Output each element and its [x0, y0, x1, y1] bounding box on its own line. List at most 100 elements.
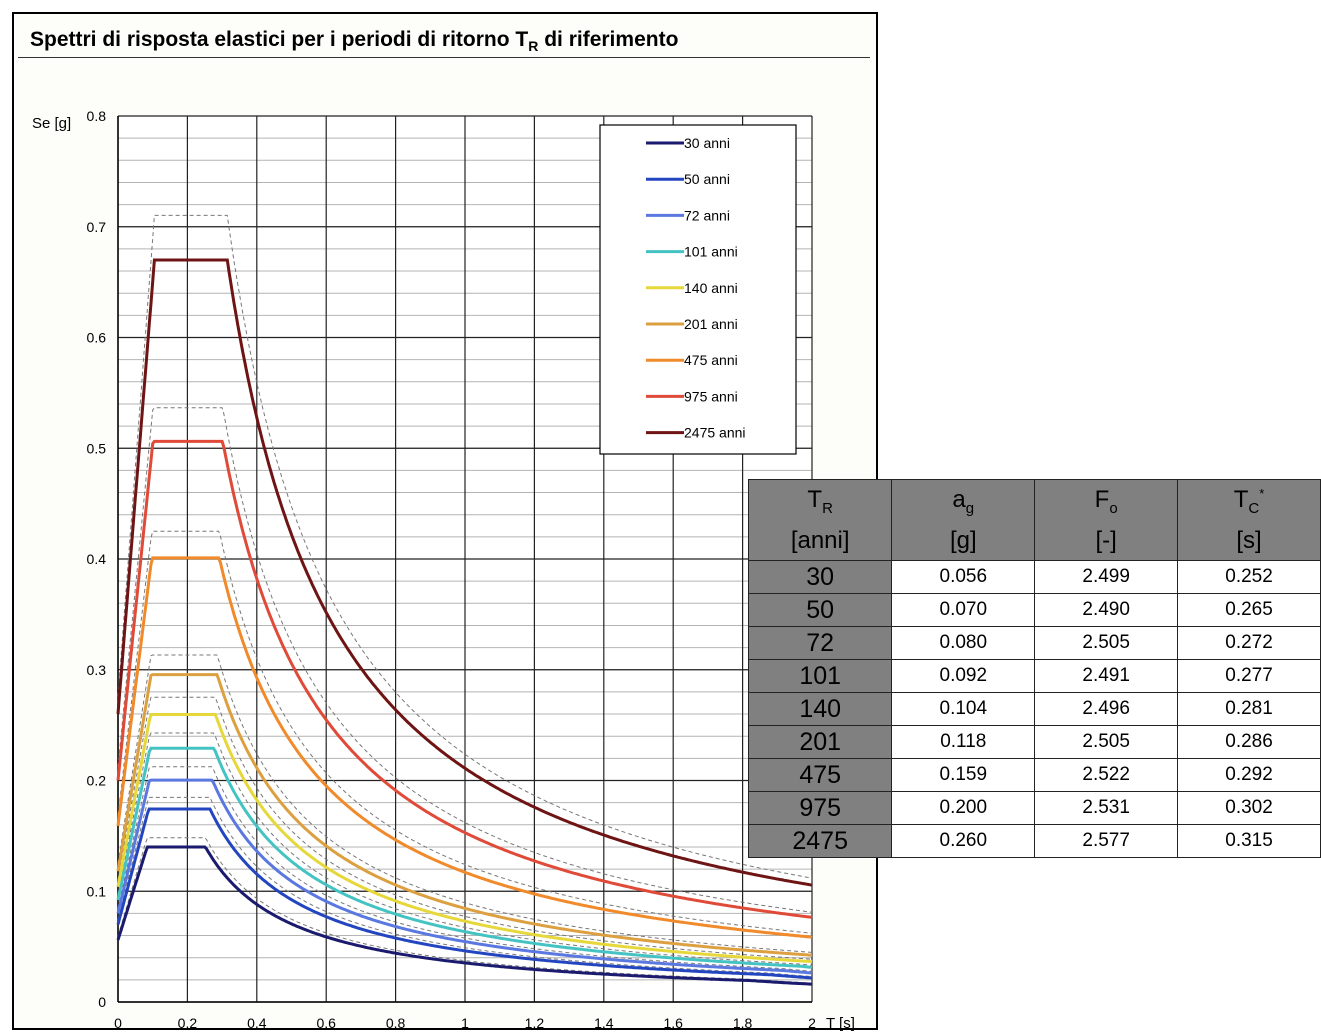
- table-cell: 140: [747, 692, 893, 726]
- table-cell: 0.118: [891, 725, 1036, 759]
- table-cell: 0.315: [1177, 824, 1321, 858]
- legend-label: 2475 anni: [684, 425, 746, 441]
- table-cell: 2.505: [1034, 626, 1179, 660]
- table-row: 201 0.118 2.505 0.286: [747, 725, 1321, 759]
- legend-label: 72 anni: [684, 207, 730, 223]
- spectrum-line: [116, 258, 813, 887]
- table-cell: 0.260: [891, 824, 1036, 858]
- table-row: 101 0.092 2.491 0.277: [747, 659, 1321, 693]
- legend-label: 30 anni: [684, 135, 730, 151]
- column-header: TC*: [1177, 479, 1321, 522]
- legend-box: [599, 124, 797, 455]
- legend-label: 101 anni: [684, 244, 738, 260]
- table-cell: 0.056: [891, 560, 1036, 594]
- spectrum-line: [116, 746, 813, 969]
- table-cell: 2.499: [1034, 560, 1179, 594]
- y-axis-label: Se [g]: [32, 115, 71, 132]
- table-row: 475 0.159 2.522 0.292: [747, 758, 1321, 792]
- x-tick-label: 1.4: [594, 1015, 614, 1031]
- table-cell: 0.281: [1177, 692, 1321, 726]
- y-tick-label: 0.2: [87, 773, 107, 789]
- table-row: 140 0.104 2.496 0.281: [747, 692, 1321, 726]
- table-cell: 0.272: [1177, 626, 1321, 660]
- table-cell: 0.302: [1177, 791, 1321, 825]
- table-cell: 2.491: [1034, 659, 1179, 693]
- table-cell: 0.104: [891, 692, 1036, 726]
- table-cell: 0.200: [891, 791, 1036, 825]
- column-unit: [anni]: [747, 522, 893, 561]
- x-tick-label: 0.8: [386, 1015, 406, 1031]
- x-tick-label: 1.6: [663, 1015, 683, 1031]
- table-cell: 50: [747, 593, 893, 627]
- reference-spectrum-dashed: [117, 732, 813, 966]
- chart-title: Spettri di risposta elastici per i perio…: [30, 28, 679, 55]
- spectrum-line: [116, 778, 813, 975]
- column-header: ag: [891, 479, 1036, 522]
- y-tick-label: 0.6: [87, 330, 107, 346]
- x-tick-label: 0.2: [178, 1015, 198, 1031]
- spectrum-line: [116, 439, 813, 919]
- spectrum-line: [116, 556, 813, 939]
- x-tick-label: 0.4: [247, 1015, 267, 1031]
- column-unit: [g]: [891, 522, 1036, 561]
- title-divider: [18, 57, 870, 58]
- table-cell: 0.292: [1177, 758, 1321, 792]
- table-cell: 30: [747, 560, 893, 594]
- table-cell: 2.490: [1034, 593, 1179, 627]
- reference-spectrum-dashed: [117, 530, 813, 934]
- x-tick-label: 1.2: [525, 1015, 545, 1031]
- spectrum-line: [116, 807, 813, 980]
- parameters-table: TR ag Fo TC* [anni] [g] [-] [s] 30 0.056 2.499 0.…: [747, 479, 1321, 858]
- legend-label: 475 anni: [684, 352, 738, 368]
- table-cell: 0.092: [891, 659, 1036, 693]
- y-tick-label: 0.8: [87, 108, 107, 124]
- table-row: 50 0.070 2.490 0.265: [747, 593, 1321, 627]
- table-cell: 101: [747, 659, 893, 693]
- column-unit: [s]: [1177, 522, 1321, 561]
- y-tick-label: 0.3: [87, 662, 107, 678]
- table-cell: 0.080: [891, 626, 1036, 660]
- reference-spectrum-dashed: [117, 214, 813, 879]
- spectrum-line: [116, 845, 813, 986]
- x-axis-label: T [s]: [826, 1015, 855, 1032]
- y-tick-label: 0: [98, 994, 106, 1010]
- x-tick-label: 0.6: [316, 1015, 336, 1031]
- spectrum-line: [116, 673, 813, 957]
- y-tick-label: 0.1: [87, 883, 107, 899]
- table-cell: 2.522: [1034, 758, 1179, 792]
- x-tick-label: 2: [808, 1015, 816, 1031]
- reference-spectrum-dashed: [117, 796, 813, 977]
- table-cell: 0.277: [1177, 659, 1321, 693]
- spectrum-line: [116, 713, 813, 964]
- table-cell: 201: [747, 725, 893, 759]
- table-header-units-row: [anni] [g] [-] [s]: [747, 522, 1321, 561]
- column-header: TR: [747, 479, 893, 522]
- table-cell: 2.531: [1034, 791, 1179, 825]
- table-row: 975 0.200 2.531 0.302: [747, 791, 1321, 825]
- table-cell: 2.496: [1034, 692, 1179, 726]
- legend-label: 201 anni: [684, 316, 738, 332]
- table-cell: 0.252: [1177, 560, 1321, 594]
- table-cell: 2.577: [1034, 824, 1179, 858]
- spectra-chart: 0 0.1 0.2 0.3 0.4 0.5 0.6 0.7 0.8 0 0.2 0.4 0.6 0.8 1 1…: [32, 108, 855, 1032]
- legend-label: 50 anni: [684, 171, 730, 187]
- table-cell: 0.286: [1177, 725, 1321, 759]
- table-cell: 0.159: [891, 758, 1036, 792]
- reference-spectrum-dashed: [117, 654, 813, 953]
- column-unit: [-]: [1034, 522, 1179, 561]
- reference-spectrum-dashed: [117, 766, 813, 972]
- legend-label: 140 anni: [684, 280, 738, 296]
- x-tick-label: 1: [461, 1015, 469, 1031]
- y-tick-label: 0.4: [87, 551, 107, 567]
- y-tick-label: 0.7: [87, 219, 107, 235]
- y-tick-label: 0.5: [87, 440, 107, 456]
- table-cell: 475: [747, 758, 893, 792]
- table-row: 72 0.080 2.505 0.272: [747, 626, 1321, 660]
- x-tick-label: 0: [114, 1015, 122, 1031]
- table-cell: 2.505: [1034, 725, 1179, 759]
- table-cell: 2475: [747, 824, 893, 858]
- table-row: 30 0.056 2.499 0.252: [747, 560, 1321, 594]
- table-cell: 0.265: [1177, 593, 1321, 627]
- table-row: 2475 0.260 2.577 0.315: [747, 824, 1321, 858]
- reference-spectrum-dashed: [117, 696, 813, 960]
